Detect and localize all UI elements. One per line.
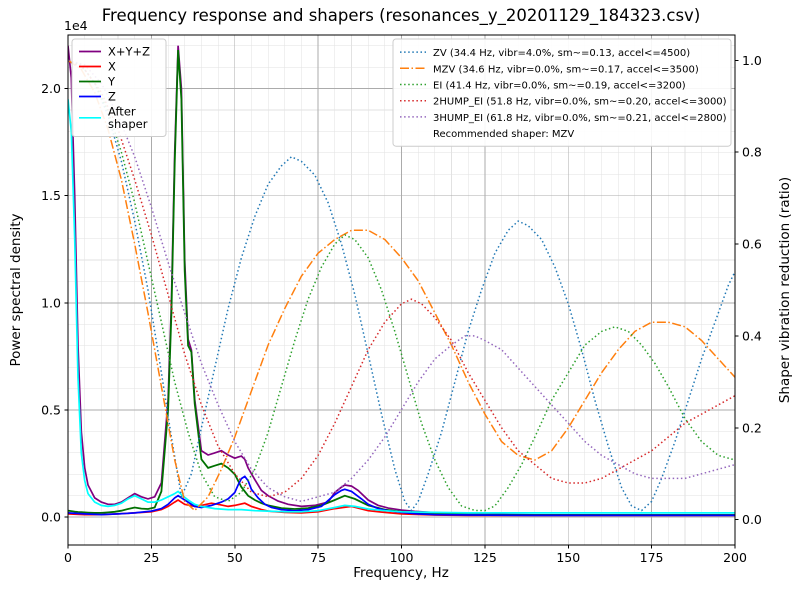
y-left-tick-label: 2.0 xyxy=(41,81,61,96)
legend-label: MZV (34.6 Hz, vibr=0.0%, sm~=0.17, accel… xyxy=(433,64,699,75)
legend-label: Recommended shaper: MZV xyxy=(433,129,574,140)
series-ei xyxy=(68,59,735,512)
y-left-tick-label: 1.0 xyxy=(41,295,61,310)
legend-label: X+Y+Z xyxy=(108,45,150,59)
series-after xyxy=(68,99,735,514)
legend-label: 3HUMP_EI (61.8 Hz, vibr=0.0%, sm~=0.21, … xyxy=(433,113,727,124)
x-tick-label: 175 xyxy=(640,550,664,565)
legend-label: 2HUMP_EI (51.8 Hz, vibr=0.0%, sm~=0.20, … xyxy=(433,97,727,108)
x-tick-label: 25 xyxy=(143,550,159,565)
y-left-tick-label: 1.5 xyxy=(41,188,61,203)
legend-psd-box xyxy=(71,38,167,137)
x-tick-label: 150 xyxy=(556,550,580,565)
legend-label: EI (41.4 Hz, vibr=0.0%, sm~=0.19, accel<… xyxy=(433,81,686,92)
series-2hump_ei xyxy=(68,59,735,498)
y-axis-offset-text: 1e4 xyxy=(64,18,88,33)
chart-title: Frequency response and shapers (resonanc… xyxy=(102,6,701,26)
y-right-tick-label: 0.4 xyxy=(742,328,762,343)
plot-series xyxy=(68,45,735,517)
series-sum xyxy=(68,45,735,516)
y-right-tick-label: 0.2 xyxy=(742,420,762,435)
series-x xyxy=(68,498,735,517)
x-axis-label: Frequency, Hz xyxy=(353,565,449,581)
legend-label: After shaper xyxy=(108,105,148,132)
legend-label: ZV (34.4 Hz, vibr=4.0%, sm~=0.13, accel<… xyxy=(433,48,690,59)
y-left-axis-label: Power spectral density xyxy=(8,213,24,366)
y-right-tick-label: 0.0 xyxy=(742,512,762,527)
x-tick-label: 0 xyxy=(64,550,72,565)
y-right-tick-label: 1.0 xyxy=(742,53,762,68)
axis-ticks: 0 25 50 75 100 125 150 175 200 0.0 0.5 1.0 1.5 2.0 0.0… xyxy=(41,53,762,565)
legend-shapers-box xyxy=(392,38,732,147)
y-left-tick-label: 0.5 xyxy=(41,403,61,418)
legend-shapers: ZV (34.4 Hz, vibr=4.0%, sm~=0.13, accel<… xyxy=(392,38,732,147)
x-tick-label: 75 xyxy=(310,550,326,565)
x-tick-label: 50 xyxy=(227,550,243,565)
x-tick-label: 100 xyxy=(390,550,414,565)
y-right-tick-label: 0.6 xyxy=(742,237,762,252)
series-mzv xyxy=(68,59,735,512)
legend-label: X xyxy=(108,60,116,74)
legend-label: Z xyxy=(108,90,116,104)
x-tick-label: 200 xyxy=(723,550,747,565)
series-y xyxy=(68,49,735,516)
y-left-tick-label: 0.0 xyxy=(41,510,61,525)
x-tick-label: 125 xyxy=(473,550,497,565)
y-right-axis-label: Shaper vibration reduction (ratio) xyxy=(777,177,793,403)
y-right-tick-label: 0.8 xyxy=(742,145,762,160)
legend-label: Y xyxy=(107,75,116,89)
